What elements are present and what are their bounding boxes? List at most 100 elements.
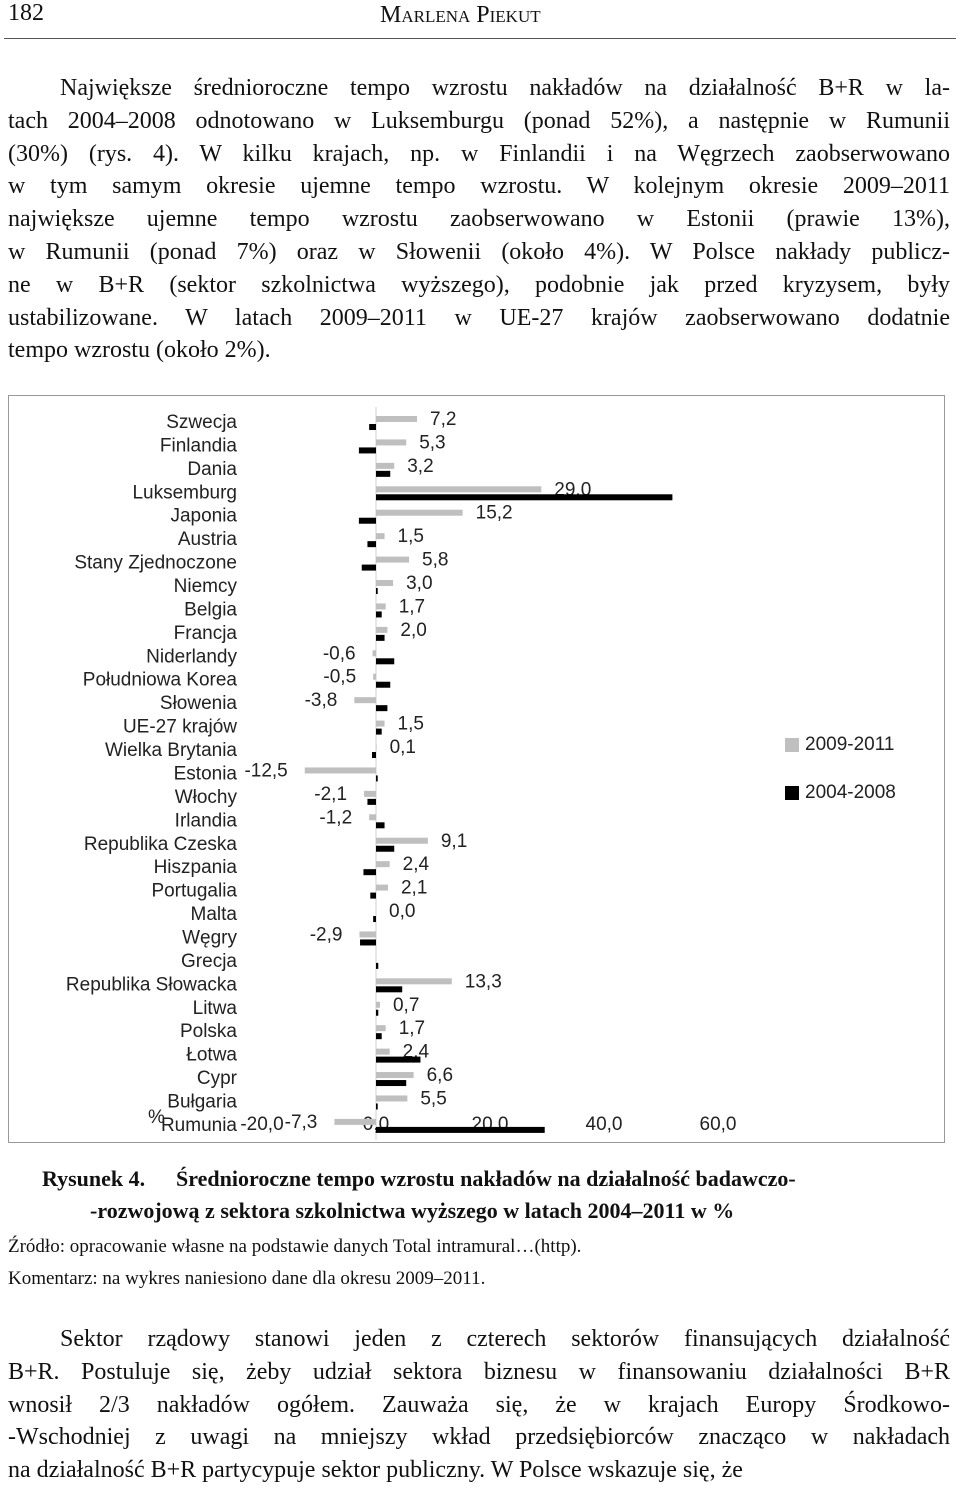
bar [369, 424, 376, 430]
value-label: -1,2 [319, 807, 352, 828]
bar [376, 962, 379, 969]
bar [370, 892, 376, 899]
bar [361, 564, 376, 571]
bar [376, 626, 388, 633]
text-line: ne w B+R (sektor szkolnictwa wyższego), … [8, 271, 950, 298]
text-line: ustabilizowane. W latach 2009–2011 w UE-… [8, 304, 950, 331]
text-line: w Rumunii (ponad 7%) oraz w Słowenii (ok… [8, 239, 950, 265]
text-line: w tym samym okresie ujemne tempo wzrostu… [8, 173, 950, 200]
text-line: tempo wzrostu (około 2%). [8, 337, 271, 364]
category-label: Dania [187, 459, 237, 480]
caption-label: Rysunek 4. [42, 1166, 146, 1191]
bar [376, 884, 388, 891]
comment-note: Komentarz: na wykres naniesiono dane dla… [8, 1268, 486, 1289]
caption-line: -rozwojową z sektora szkolnictwa wyższeg… [90, 1198, 735, 1223]
category-label: Niemcy [174, 576, 238, 597]
bar [376, 634, 385, 641]
value-label: -2,9 [310, 924, 343, 945]
value-label: 7,2 [430, 409, 456, 430]
value-label: 0,0 [389, 901, 415, 922]
category-label: Republika Czeska [84, 834, 238, 855]
bar [304, 767, 376, 774]
bar [376, 705, 388, 712]
bar [376, 556, 410, 563]
category-label: Francja [174, 623, 238, 644]
value-label: 0,7 [393, 995, 419, 1016]
bar [360, 939, 376, 946]
bar [376, 845, 395, 852]
bar [359, 931, 376, 938]
category-label: UE-27 krajów [123, 717, 237, 738]
legend-swatch [785, 786, 799, 800]
bar [376, 509, 463, 516]
bar [376, 822, 385, 829]
bar [358, 447, 376, 454]
value-label: -12,5 [244, 760, 287, 781]
category-label: Rumunia [161, 1115, 237, 1136]
bar [367, 798, 376, 805]
category-label: Austria [178, 529, 238, 550]
bar [376, 978, 452, 985]
bar [376, 603, 386, 610]
bar [372, 752, 376, 759]
bar [376, 1095, 408, 1102]
bar [376, 462, 395, 469]
running-head: Marlena Piekut [380, 2, 541, 28]
text-line: Sektor rządowy stanowi jeden z czterech … [60, 1326, 950, 1352]
text-line: tach 2004–2008 odnotowano w Luksemburgu … [8, 107, 950, 134]
bar [363, 869, 376, 876]
bar [376, 728, 382, 735]
text-line: na działalność B+R partycypuje sektor pu… [8, 1457, 743, 1484]
text-line: Największe średnioroczne tempo wzrostu n… [60, 75, 950, 101]
value-label: 1,5 [398, 526, 424, 547]
bar [376, 837, 428, 844]
category-label: Cypr [197, 1068, 238, 1089]
value-label: 5,8 [422, 550, 448, 571]
value-label: -0,5 [323, 667, 356, 688]
category-label: Stany Zjednoczone [74, 553, 237, 574]
bar [376, 1080, 407, 1087]
bar [376, 1103, 378, 1110]
text-line: wnosił 2/3 nakładów ogółem. Zauważa się,… [8, 1391, 950, 1418]
value-label: 1,7 [399, 596, 425, 617]
category-label: Estonia [174, 763, 238, 784]
category-label: Włochy [175, 787, 238, 808]
category-label: Portugalia [151, 881, 237, 902]
bar [376, 588, 378, 595]
text-line: (30%) (rys. 4). W kilku krajach, np. w F… [8, 140, 950, 167]
bar [376, 439, 407, 446]
value-label: 0,1 [390, 737, 416, 758]
bar [369, 814, 376, 821]
bar [376, 775, 378, 782]
bar [376, 681, 391, 688]
x-tick-label: 40,0 [586, 1114, 623, 1135]
bar [376, 580, 394, 587]
bar [376, 611, 382, 618]
bar [376, 1009, 379, 1016]
category-label: Wielka Brytania [105, 740, 237, 761]
text-line: -Wschodniej z uwagi na mniejszy wkład pr… [8, 1424, 950, 1451]
value-label: 1,7 [399, 1018, 425, 1039]
bar [376, 486, 542, 493]
bar [354, 697, 376, 704]
value-label: 6,6 [427, 1065, 453, 1086]
bar [373, 916, 376, 923]
header-rule [4, 38, 956, 39]
bar [367, 541, 376, 548]
category-label: Malta [191, 904, 238, 925]
bar [376, 986, 403, 993]
bar [358, 517, 376, 524]
value-label: -7,3 [285, 1112, 318, 1133]
bar [372, 650, 376, 657]
bar [376, 1001, 380, 1008]
value-label: 3,0 [406, 573, 432, 594]
bar [373, 673, 376, 680]
x-tick-label: -20,0 [240, 1114, 283, 1135]
value-label: 5,3 [419, 432, 445, 453]
category-label: Hiszpania [154, 857, 238, 878]
legend-label: 2004-2008 [805, 782, 896, 803]
category-label: Grecja [181, 951, 237, 972]
category-label: Węgry [182, 927, 237, 948]
category-label: Litwa [193, 998, 238, 1019]
